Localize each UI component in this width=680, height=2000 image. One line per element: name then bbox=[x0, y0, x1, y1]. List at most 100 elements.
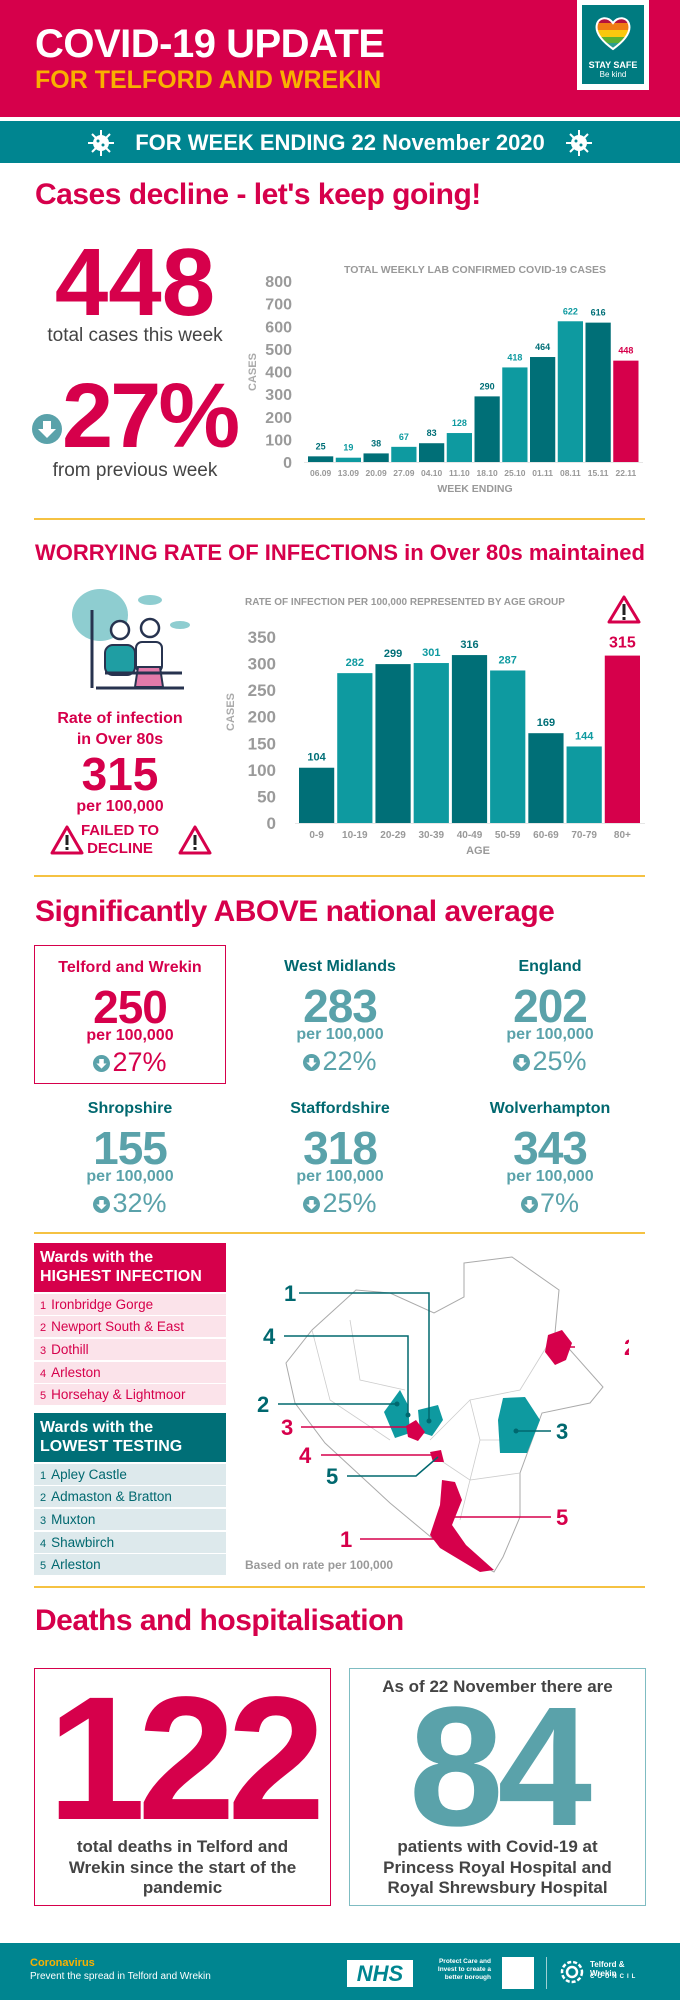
deaths-heading: Deaths and hospitalisation bbox=[35, 1604, 404, 1637]
footer-title: Coronavirus bbox=[30, 1957, 95, 1969]
bar-40-49 bbox=[451, 655, 488, 823]
x-tick-label: 11.10 bbox=[449, 468, 470, 478]
over80-label: Rate of infection in Over 80s bbox=[20, 708, 220, 750]
bar-01.11 bbox=[530, 357, 556, 462]
logo-subtext: Be kind bbox=[599, 70, 627, 79]
x-tick-label: 60-69 bbox=[533, 830, 559, 841]
bar-15.11 bbox=[585, 322, 611, 462]
region-change: 32% bbox=[112, 1188, 167, 1218]
failed-to-decline-warning: FAILED TO DECLINE bbox=[20, 822, 220, 858]
data-label: 315 bbox=[609, 635, 636, 652]
data-label: 287 bbox=[499, 654, 517, 666]
age-rate-chart: RATE OF INFECTION PER 100,000 REPRESENTE… bbox=[225, 595, 645, 857]
region-name: Wolverhampton bbox=[489, 1100, 611, 1117]
map-label-lowest-5: 5 bbox=[326, 1464, 338, 1489]
item-number: 3 bbox=[40, 1345, 47, 1358]
data-label: 169 bbox=[537, 717, 555, 729]
x-tick-label: 30-39 bbox=[418, 830, 444, 841]
region-card-shropshire: Shropshire 155 per 100,000 32% bbox=[34, 1100, 226, 1219]
x-tick-label: 50-59 bbox=[495, 830, 521, 841]
council-word: COUNCIL bbox=[590, 1974, 639, 1980]
region-name: Telford and Wrekin bbox=[58, 959, 202, 976]
rainbow-heart-icon bbox=[595, 17, 631, 51]
bar-18.10 bbox=[474, 396, 500, 462]
bar-13.09 bbox=[335, 457, 361, 462]
map-label-highest-1: 1 bbox=[340, 1527, 352, 1552]
region-card-wolverhampton: Wolverhampton 343 per 100,000 7% bbox=[454, 1100, 646, 1219]
item-number: 5 bbox=[40, 1390, 47, 1403]
council-name: Telford & Wrekin bbox=[590, 1960, 625, 1978]
region-per: per 100,000 bbox=[296, 1168, 384, 1185]
bar-20-29 bbox=[375, 664, 411, 823]
item-number: 1 bbox=[40, 1469, 47, 1482]
ward-name: Apley Castle bbox=[51, 1466, 127, 1482]
list-item: 4 Arleston bbox=[34, 1361, 226, 1383]
down-arrow-circle-icon bbox=[32, 414, 62, 444]
ward-name: Arleston bbox=[51, 1557, 101, 1573]
ward-dothill bbox=[406, 1420, 425, 1441]
data-label: 19 bbox=[343, 443, 353, 453]
region-change: 27% bbox=[112, 1047, 167, 1077]
ward-name: Dothill bbox=[51, 1342, 89, 1358]
y-tick-label: 200 bbox=[265, 410, 292, 427]
warning-line2: DECLINE bbox=[87, 840, 153, 857]
warning-icon bbox=[178, 825, 212, 855]
list-item: 5 Horsehay & Lightmoor bbox=[34, 1384, 226, 1406]
data-label: 290 bbox=[480, 381, 495, 391]
section-divider bbox=[34, 1586, 645, 1588]
x-tick-label: 25.10 bbox=[504, 468, 526, 478]
section-divider bbox=[34, 875, 645, 877]
week-ending-text: FOR WEEK ENDING 22 November 2020 bbox=[135, 130, 545, 156]
ward-name: Muxton bbox=[51, 1512, 96, 1528]
footer-tagline: Prevent the spread in Telford and Wrekin bbox=[30, 1971, 211, 1982]
list-header-line1: Wards with the bbox=[40, 1419, 154, 1436]
map-label-highest-3: 3 bbox=[281, 1415, 293, 1440]
virus-icon bbox=[565, 130, 592, 157]
logo-text: STAY SAFE bbox=[588, 60, 638, 70]
total-cases-value: 448 bbox=[54, 229, 216, 336]
item-number: 4 bbox=[40, 1537, 47, 1550]
region-rate: 343 bbox=[513, 1122, 588, 1174]
x-tick-label: 80+ bbox=[614, 830, 631, 841]
data-label: 622 bbox=[563, 306, 578, 316]
data-label: 128 bbox=[452, 418, 467, 428]
protect-slogan: Protect Care and Invest to create a bett… bbox=[437, 1958, 491, 1981]
down-arrow-circle-icon bbox=[303, 1054, 321, 1071]
region-per: per 100,000 bbox=[86, 1027, 174, 1044]
down-arrow-circle-icon bbox=[93, 1055, 111, 1072]
region-rate: 250 bbox=[93, 981, 168, 1033]
bar-0-9 bbox=[299, 767, 335, 823]
x-tick-label: 01.11 bbox=[532, 468, 553, 478]
council-emblem-icon bbox=[560, 1960, 584, 1984]
x-tick-label: 10-19 bbox=[342, 830, 368, 841]
region-card-telford: Telford and Wrekin 250 per 100,000 27% bbox=[34, 945, 226, 1084]
bar-20.09 bbox=[363, 453, 389, 462]
item-number: 2 bbox=[40, 1492, 47, 1505]
y-tick-label: 0 bbox=[283, 455, 292, 472]
region-change: 25% bbox=[322, 1188, 377, 1218]
weekly-cases-chart: TOTAL WEEKLY LAB CONFIRMED COVID-19 CASE… bbox=[247, 264, 643, 495]
data-label: 464 bbox=[535, 342, 550, 352]
bar-11.10 bbox=[446, 433, 472, 462]
y-axis-label: CASES bbox=[247, 353, 259, 391]
region-rate: 155 bbox=[93, 1122, 168, 1174]
ward-name: Ironbridge Gorge bbox=[51, 1296, 154, 1312]
ward-horsehay-ironbridge bbox=[430, 1480, 494, 1572]
data-label: 104 bbox=[307, 752, 326, 764]
x-tick-label: 20-29 bbox=[380, 830, 406, 841]
y-axis-label: CASES bbox=[225, 693, 237, 731]
region-rate: 283 bbox=[303, 980, 378, 1032]
bar-60-69 bbox=[528, 733, 564, 823]
region-rate: 318 bbox=[303, 1122, 378, 1174]
x-tick-label: 70-79 bbox=[571, 830, 597, 841]
council-logo: Telford & Wrekin COUNCIL bbox=[558, 1957, 648, 1989]
bar-30-39 bbox=[413, 663, 449, 823]
x-tick-label: 04.10 bbox=[421, 468, 443, 478]
over80-per-label: per 100,000 bbox=[76, 798, 164, 815]
region-name: Shropshire bbox=[87, 1100, 173, 1117]
region-card-west-midlands: West Midlands 283 per 100,000 22% bbox=[244, 958, 436, 1077]
data-label: 144 bbox=[575, 730, 594, 742]
region-name: Staffordshire bbox=[290, 1100, 390, 1117]
ward-map: 1 4 2 3 5 3 4 5 1 2 bbox=[257, 1256, 629, 1573]
bar-25.10 bbox=[502, 367, 528, 462]
